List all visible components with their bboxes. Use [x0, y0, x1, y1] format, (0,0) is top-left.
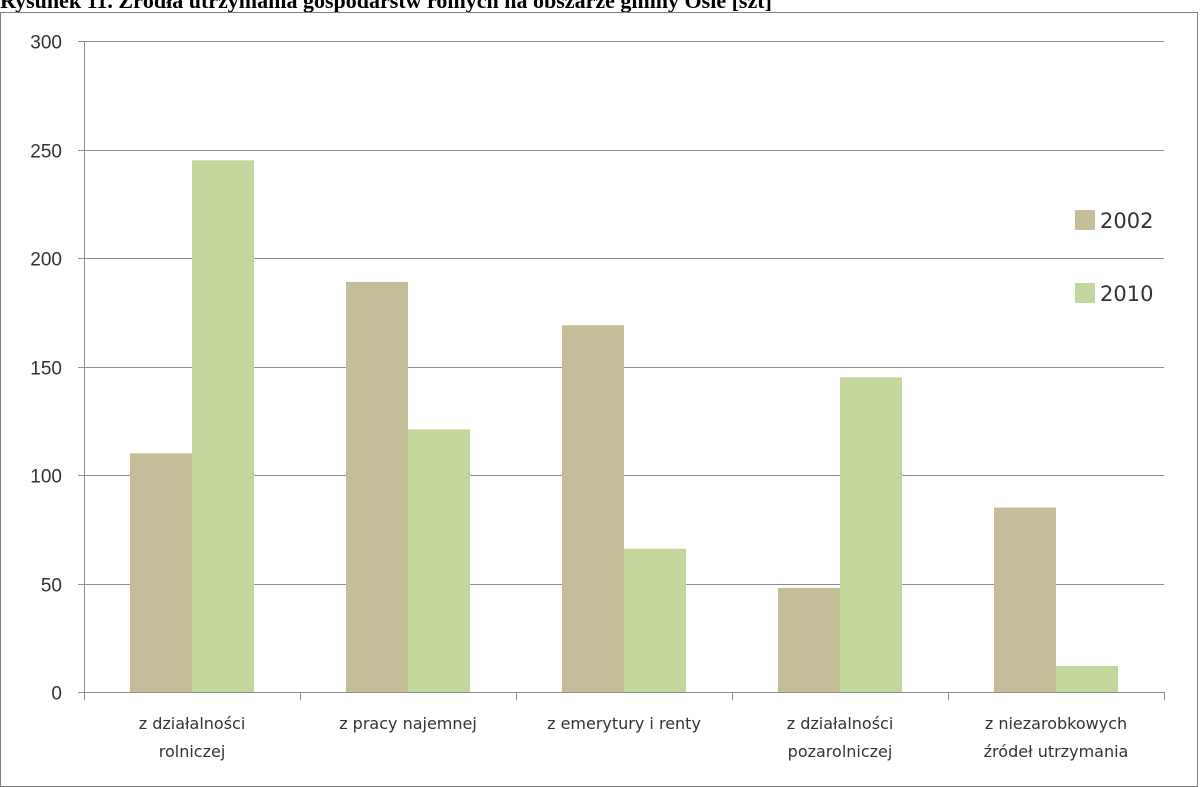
- x-category-label: rolniczej: [159, 742, 226, 761]
- bar-2002-4: [994, 507, 1056, 692]
- legend-swatch-2010: [1075, 283, 1095, 303]
- x-category-label: z niezarobkowych: [985, 714, 1127, 733]
- chart-title: Rysunek 11. Źródła utrzymania gospodarst…: [0, 0, 772, 13]
- bar-2010-1: [408, 429, 470, 692]
- y-tick-label: 100: [30, 467, 62, 488]
- y-tick-label: 200: [30, 250, 62, 271]
- x-category-label: źródeł utrzymania: [984, 742, 1129, 761]
- bar-2002-0: [130, 453, 192, 692]
- legend-label-2010: 2010: [1100, 282, 1153, 306]
- x-category-label: z działalności: [787, 714, 894, 733]
- bar-2002-2: [562, 325, 624, 692]
- x-category-label: z pracy najemnej: [339, 714, 477, 733]
- bar-2010-0: [192, 160, 254, 693]
- x-category-label: pozarolniczej: [788, 742, 893, 761]
- y-tick-label: 250: [30, 142, 62, 163]
- x-category-label: z emerytury i renty: [547, 714, 701, 733]
- y-tick-label: 0: [51, 684, 62, 705]
- bar-2010-3: [840, 377, 902, 692]
- bar-2002-1: [346, 281, 408, 692]
- legend-swatch-2002: [1075, 210, 1095, 230]
- legend-label-2002: 2002: [1100, 209, 1153, 233]
- y-tick-label: 300: [30, 33, 62, 54]
- bar-2010-2: [624, 548, 686, 692]
- bar-2010-4: [1056, 665, 1118, 692]
- x-category-label: z działalności: [139, 714, 246, 733]
- bar-2002-3: [778, 587, 840, 692]
- y-tick-label: 50: [41, 576, 62, 597]
- y-tick-label: 150: [30, 359, 62, 380]
